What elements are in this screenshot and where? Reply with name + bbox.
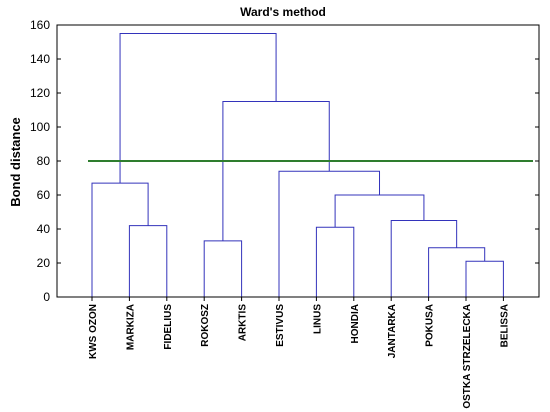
y-tick-label: 80: [37, 154, 51, 168]
leaf-label: POKUSA: [425, 304, 436, 347]
leaf-label: HONDIA: [350, 304, 361, 343]
merge-link: [428, 247, 486, 297]
y-tick-label: 140: [30, 52, 50, 66]
leaf-label: MARKIZA: [125, 304, 136, 350]
leaf-label: LINUS: [312, 304, 323, 334]
dendrogram-links: [88, 33, 533, 297]
chart-title: Ward's method: [240, 5, 326, 19]
y-tick-label: 20: [37, 256, 51, 270]
y-tick-label: 0: [43, 290, 50, 304]
merge-link: [128, 225, 168, 297]
leaf-label: BELISSA: [499, 304, 510, 347]
leaf-label: KWS OZON: [88, 304, 99, 359]
merge-link: [334, 194, 425, 228]
y-axis: 0 20 40 60 80 100 120 140 160: [30, 18, 539, 304]
y-tick-label: 100: [30, 120, 50, 134]
merge-link: [315, 226, 355, 297]
merge-link: [119, 33, 277, 184]
leaf-label: ROKOSZ: [200, 304, 211, 347]
leaf-label: OSTKA STRZELECKA: [462, 304, 473, 409]
plot-frame: [56, 24, 540, 298]
leaf-label: JANTARKA: [387, 304, 398, 358]
y-tick-label: 160: [30, 18, 50, 32]
merge-link: [465, 260, 504, 297]
y-axis-label: Bond distance: [8, 117, 23, 207]
y-tick-label: 40: [37, 222, 51, 236]
merge-link: [390, 220, 458, 297]
y-tick-label: 120: [30, 86, 50, 100]
x-axis: KWS OZON MARKIZA FIDELIUS ROKOSZ ARKTIS ESTIV…: [88, 297, 510, 409]
merge-link: [278, 170, 381, 297]
merge-link: [203, 240, 243, 297]
leaf-label: FIDELIUS: [163, 304, 174, 350]
merge-link: [91, 182, 149, 297]
y-tick-label: 60: [37, 188, 51, 202]
leaf-label: ARKTIS: [238, 304, 249, 342]
leaf-label: ESTIVUS: [275, 304, 286, 347]
